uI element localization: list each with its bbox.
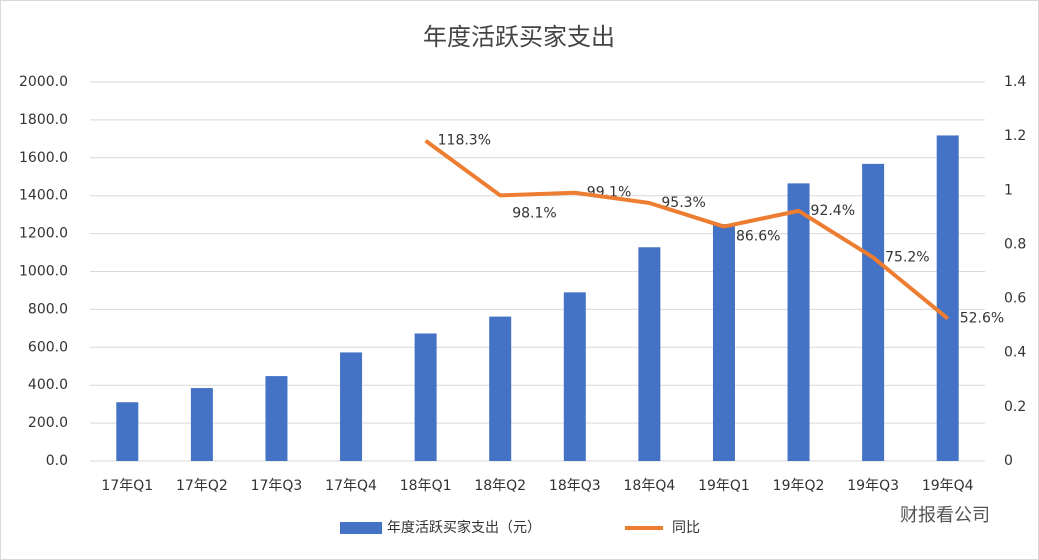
x-tick-label: 18年Q3 (549, 478, 601, 494)
bar (265, 376, 288, 461)
bar (563, 292, 586, 461)
x-tick-label: 19年Q3 (847, 478, 899, 494)
y2-tick-label: 0.6 (1004, 291, 1026, 307)
x-tick-label: 17年Q4 (325, 478, 377, 494)
bar (340, 352, 363, 461)
data-label: 118.3% (438, 133, 491, 149)
x-tick-label: 19年Q4 (922, 478, 974, 494)
y2-tick-label: 0.4 (1004, 345, 1026, 361)
data-label: 95.3% (661, 195, 705, 211)
bar (787, 183, 810, 461)
y2-tick-label: 0 (1004, 453, 1013, 469)
y2-tick-label: 1.2 (1004, 128, 1026, 144)
x-tick-label: 18年Q1 (400, 478, 452, 494)
data-label: 92.4% (811, 203, 855, 219)
x-tick-label: 18年Q2 (474, 478, 526, 494)
line (424, 139, 949, 321)
y-tick-label: 1400.0 (19, 188, 68, 204)
bar (936, 135, 959, 461)
y-tick-label: 0.0 (46, 453, 68, 469)
data-label: 86.6% (736, 229, 780, 245)
y-tick-label: 400.0 (28, 377, 68, 393)
y-tick-label: 1000.0 (19, 264, 68, 280)
bar (190, 388, 213, 461)
x-tick-label: 17年Q2 (176, 478, 228, 494)
chart-title: 年度活跃买家支出 (423, 23, 615, 51)
x-tick-label: 17年Q3 (251, 478, 303, 494)
data-label: 75.2% (885, 249, 929, 265)
y2-tick-label: 1 (1004, 182, 1013, 198)
x-tick-label: 17年Q1 (101, 478, 153, 494)
legend-swatch (340, 522, 382, 534)
x-tick-label: 19年Q1 (698, 478, 750, 494)
bar (489, 316, 512, 461)
y2-tick-label: 0.2 (1004, 399, 1026, 415)
bar (414, 333, 437, 461)
y-tick-label: 800.0 (28, 301, 68, 317)
y-tick-label: 1600.0 (19, 150, 68, 166)
bar (862, 163, 885, 461)
x-tick-label: 18年Q4 (624, 478, 676, 494)
y-tick-label: 200.0 (28, 415, 68, 431)
y2-tick-label: 0.8 (1004, 236, 1026, 252)
y-tick-label: 1800.0 (19, 112, 68, 128)
watermark: 财报看公司 (900, 505, 990, 526)
bar (638, 247, 661, 461)
x-tick-label: 19年Q2 (773, 478, 825, 494)
y-tick-label: 2000.0 (19, 74, 68, 90)
legend-label: 年度活跃买家支出（元） (387, 519, 541, 536)
bar (712, 224, 735, 461)
y2-tick-label: 1.4 (1004, 74, 1026, 90)
y-tick-label: 600.0 (28, 339, 68, 355)
data-label: 98.1% (512, 205, 556, 221)
legend-label: 同比 (672, 520, 700, 536)
bar (116, 402, 139, 461)
data-label: 52.6% (960, 311, 1004, 327)
y-tick-label: 1200.0 (19, 226, 68, 242)
